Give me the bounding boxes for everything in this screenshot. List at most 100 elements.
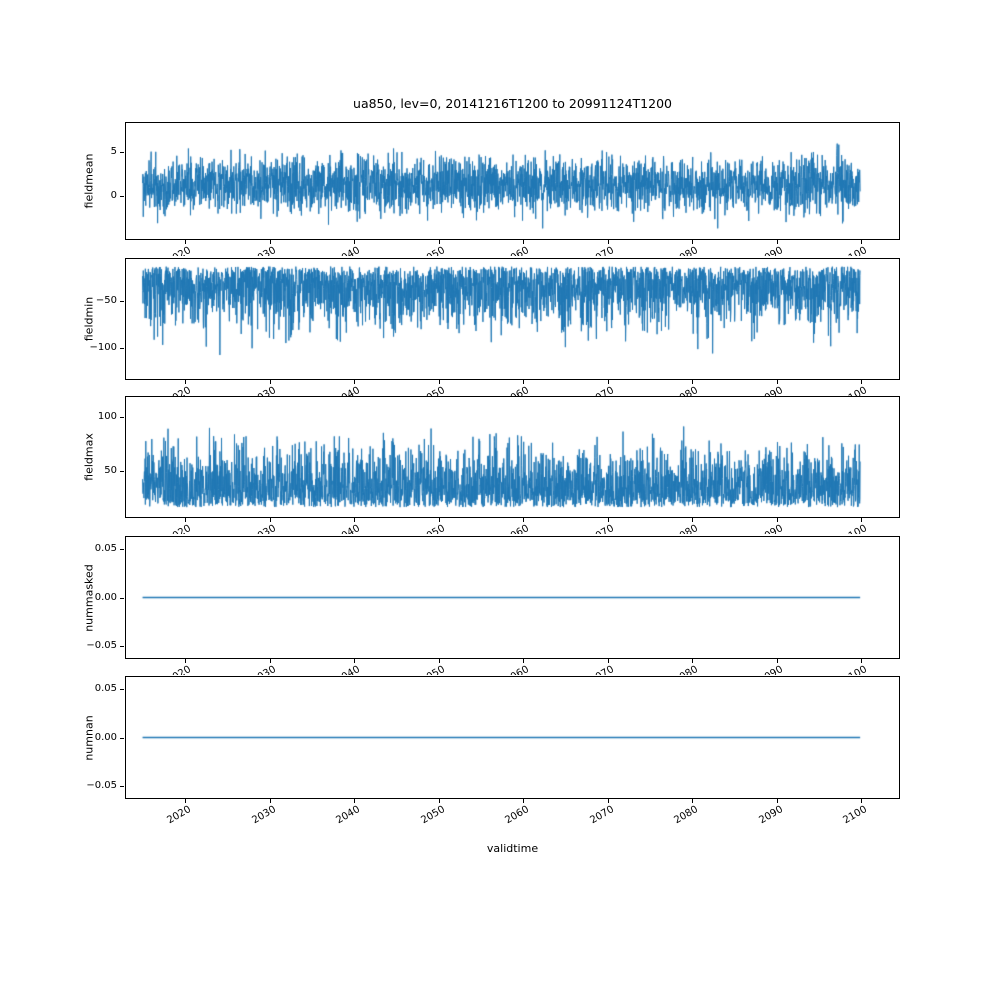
y-tick-label: 0.05 [94, 543, 117, 554]
x-tick-label: 2070 [588, 523, 616, 534]
series-line-canvas-fieldmin [126, 259, 899, 379]
x-tick-label: 2020 [165, 664, 193, 675]
subplot-numnan: numnan 0.05 0.00 −0.05 2020 2030 2040 2050 2060 2… [0, 676, 1000, 826]
x-tick-mark [523, 240, 524, 244]
x-tick-mark [777, 240, 778, 244]
y-tick-mark [120, 301, 124, 302]
y-axis-label-nummasked: nummasked [82, 563, 96, 632]
x-tick-label: 2040 [334, 664, 362, 675]
x-tick-label: 2100 [841, 523, 869, 534]
x-tick-label: 2020 [165, 523, 193, 534]
x-tick-mark [185, 659, 186, 663]
y-tick-label: 0.00 [94, 592, 117, 603]
y-axis-label-fieldmean: fieldmean [82, 153, 96, 209]
y-tick-mark [120, 549, 124, 550]
x-tick-label: 2060 [503, 385, 531, 396]
x-tick-row: 2020 2030 2040 2050 2060 2070 2080 2090 2100 [0, 659, 1000, 675]
axes-box-fieldmax [125, 396, 900, 518]
y-tick-label: 5 [110, 146, 117, 157]
x-tick-label: 2080 [672, 245, 700, 256]
x-tick-row: 2020 2030 2040 2050 2060 2070 2080 2090 2100 [0, 799, 1000, 843]
x-tick-label: 2070 [588, 385, 616, 396]
x-tick-mark [692, 659, 693, 663]
x-tick-mark [270, 240, 271, 244]
x-tick-mark [523, 799, 524, 803]
x-tick-label: 2030 [250, 664, 278, 675]
x-tick-mark [777, 518, 778, 522]
y-tick-label: −50 [95, 295, 117, 306]
x-tick-mark [777, 380, 778, 384]
x-tick-label: 2100 [841, 385, 869, 396]
x-tick-mark [692, 380, 693, 384]
x-tick-mark [523, 380, 524, 384]
x-tick-label: 2040 [334, 245, 362, 256]
x-tick-label: 2080 [672, 523, 700, 534]
y-tick-label: −0.05 [86, 640, 117, 651]
y-tick-label: 0.05 [94, 683, 117, 694]
x-tick-label: 2040 [334, 523, 362, 534]
x-tick-mark [608, 380, 609, 384]
x-tick-mark [185, 380, 186, 384]
x-tick-mark [439, 240, 440, 244]
subplot-fieldmin: fieldmin−50−1002020203020402050206020702… [0, 258, 1000, 396]
series-line-canvas-fieldmean [126, 123, 899, 239]
x-tick-mark [777, 659, 778, 663]
x-tick-mark [354, 518, 355, 522]
x-tick-mark [185, 799, 186, 803]
x-tick-label: 2030 [250, 385, 278, 396]
x-tick-label: 2030 [249, 804, 278, 827]
figure-title: ua850, lev=0, 20141216T1200 to 20991124T… [353, 96, 672, 111]
x-tick-mark [439, 380, 440, 384]
x-tick-row: 2020 2030 2040 2050 2060 2070 2080 2090 2100 [0, 518, 1000, 534]
y-tick-mark [120, 471, 124, 472]
x-tick-mark [354, 240, 355, 244]
x-tick-mark [270, 799, 271, 803]
x-tick-mark [608, 240, 609, 244]
x-tick-label: 2030 [250, 523, 278, 534]
x-tick-mark [523, 659, 524, 663]
y-tick-mark [120, 689, 124, 690]
x-tick-mark [861, 518, 862, 522]
x-tick-label: 2020 [165, 245, 193, 256]
x-tick-mark [439, 799, 440, 803]
x-tick-mark [270, 518, 271, 522]
x-tick-label: 2080 [672, 385, 700, 396]
y-tick-mark [120, 348, 124, 349]
x-tick-label: 2090 [757, 385, 785, 396]
y-tick-label: 0 [110, 190, 117, 201]
x-tick-mark [354, 380, 355, 384]
y-tick-mark [120, 196, 124, 197]
y-tick-label: −100 [89, 342, 117, 353]
x-tick-label: 2050 [419, 245, 447, 256]
x-tick-label: 2080 [672, 664, 700, 675]
axes-box-nummasked [125, 536, 900, 659]
x-tick-label: 2090 [757, 245, 785, 256]
y-tick-label: 100 [97, 411, 117, 422]
x-tick-label: 2040 [334, 385, 362, 396]
x-tick-mark [354, 799, 355, 803]
series-line-canvas-nummasked [126, 537, 899, 658]
x-tick-mark [861, 240, 862, 244]
x-tick-label: 2100 [841, 664, 869, 675]
y-tick-label: 0.00 [94, 732, 117, 743]
x-tick-label: 2090 [757, 523, 785, 534]
subplot-nummasked: nummasked 0.05 0.00 −0.05 2020 2030 2040 2050 20… [0, 536, 1000, 675]
x-tick-mark [861, 799, 862, 803]
x-tick-label: 2090 [757, 664, 785, 675]
x-tick-mark [185, 240, 186, 244]
x-tick-label: 2030 [250, 245, 278, 256]
y-tick-mark [120, 646, 124, 647]
x-tick-label: 2050 [419, 664, 447, 675]
x-tick-row: 2020 2030 2040 2050 2060 2070 2080 2090 2100 [0, 380, 1000, 396]
x-tick-mark [692, 799, 693, 803]
x-tick-label: 2060 [503, 245, 531, 256]
y-tick-label: 50 [104, 465, 117, 476]
y-tick-mark [120, 152, 124, 153]
x-tick-mark [185, 518, 186, 522]
x-tick-mark [692, 240, 693, 244]
x-tick-label: 2080 [671, 804, 700, 827]
x-tick-mark [777, 799, 778, 803]
x-tick-label: 2020 [165, 385, 193, 396]
x-tick-label: 2090 [756, 804, 785, 827]
